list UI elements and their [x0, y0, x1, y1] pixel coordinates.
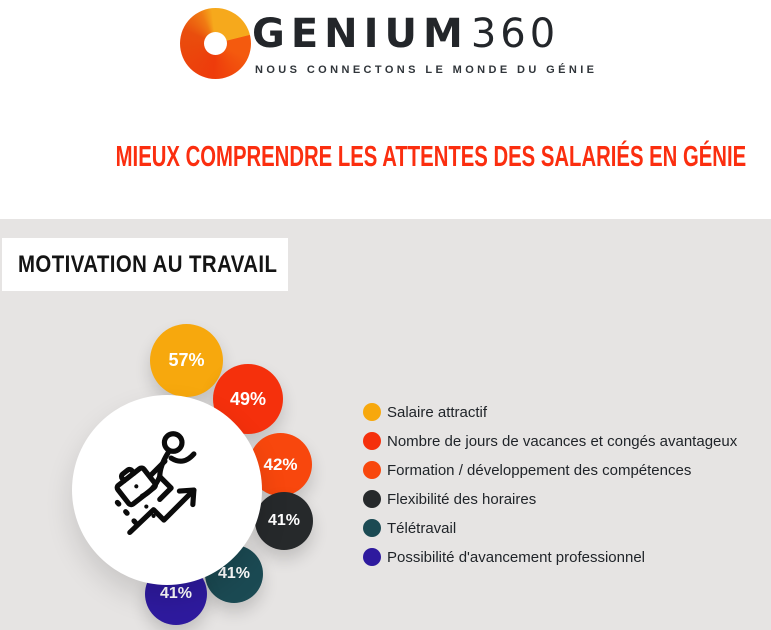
section-title: MOTIVATION AU TRAVAIL	[18, 250, 278, 278]
legend-label: Nombre de jours de vacances et congés av…	[387, 432, 738, 450]
page-title: MIEUX COMPRENDRE LES ATTENTES DES SALARI…	[115, 141, 747, 173]
legend-label: Possibilité d'avancement professionnel	[387, 548, 646, 566]
brand-name: GENIUM	[252, 11, 469, 57]
bubble-value: 57%	[168, 350, 205, 370]
legend-dot-purple	[363, 548, 381, 566]
bubble-value: 41%	[159, 585, 193, 602]
bubble-salaire-attractif: 57%	[150, 324, 223, 397]
center-illustration-circle	[72, 395, 262, 585]
section-title-box: MOTIVATION AU TRAVAIL	[2, 238, 288, 291]
bubble-value: 49%	[229, 388, 267, 409]
bubble-value: 42%	[263, 454, 298, 474]
brand-wordmark: GENIUM360	[252, 14, 559, 54]
legend-label: Formation / développement des compétence…	[387, 461, 692, 479]
legend-label: Flexibilité des horaires	[387, 490, 537, 508]
legend-item: Formation / développement des compétence…	[363, 461, 737, 479]
legend-label: Salaire attractif	[387, 403, 488, 421]
legend-item: Flexibilité des horaires	[363, 490, 737, 508]
bubble-value: 41%	[217, 565, 251, 582]
brand-tagline: NOUS CONNECTONS LE MONDE DU GÉNIE	[255, 64, 598, 76]
legend-dot-yellow	[363, 403, 381, 421]
chart-legend: Salaire attractif Nombre de jours de vac…	[363, 403, 737, 566]
genium360-logo-icon	[180, 8, 251, 79]
person-climbing-arrow-icon	[114, 431, 197, 536]
legend-item: Nombre de jours de vacances et congés av…	[363, 432, 737, 450]
chart-section: MOTIVATION AU TRAVAIL 57% 49% 42% 41% 41…	[0, 219, 771, 630]
legend-dot-orange	[363, 461, 381, 479]
bubble-value: 41%	[267, 512, 301, 529]
bubble-flexibilite: 41%	[255, 492, 313, 550]
legend-item: Possibilité d'avancement professionnel	[363, 548, 737, 566]
legend-dot-red	[363, 432, 381, 450]
brand-suffix: 360	[470, 11, 560, 57]
legend-dot-teal	[363, 519, 381, 537]
legend-dot-black	[363, 490, 381, 508]
legend-item: Salaire attractif	[363, 403, 737, 421]
legend-item: Télétravail	[363, 519, 737, 537]
legend-label: Télétravail	[387, 519, 457, 537]
bubble-teletravail: 41%	[205, 545, 263, 603]
